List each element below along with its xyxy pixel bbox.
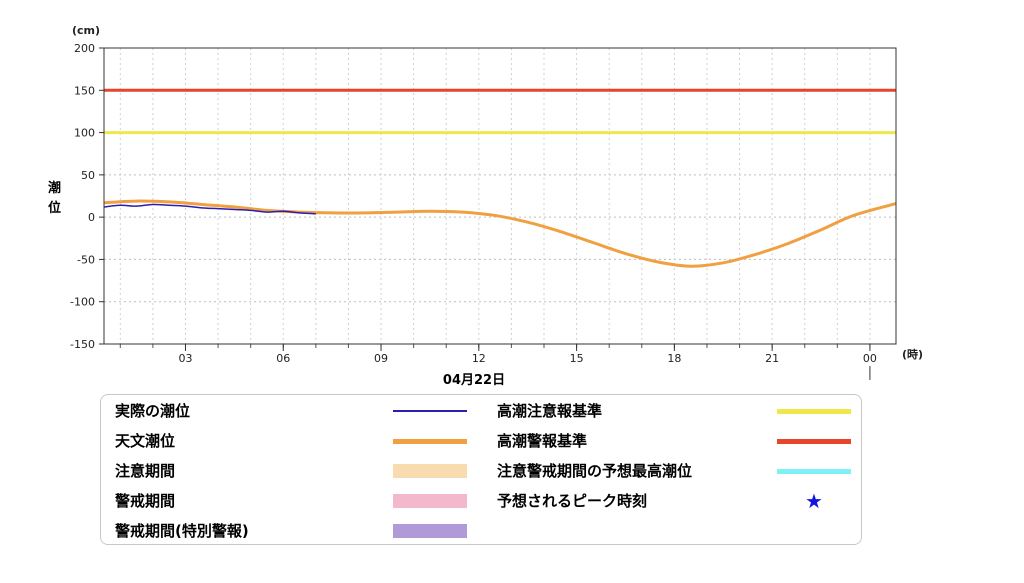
legend-label: 注意警戒期間の予想最高潮位 [497, 462, 693, 480]
y-unit-label: (cm) [72, 24, 100, 37]
threshold-lines [104, 88, 896, 135]
tide-chart: 200 150 100 50 0 -50 -100 -150 03 06 09 12 15 18 21 00… [48, 24, 923, 388]
x-tick-label: 06 [276, 352, 290, 365]
y-tick-label: 100 [74, 127, 95, 140]
y-tick-label: 50 [81, 169, 95, 182]
y-axis-label-line1: 潮 [48, 180, 61, 196]
y-tick-label: 0 [88, 211, 95, 224]
y-tick-label: 200 [74, 42, 95, 55]
legend-line-swatch [777, 468, 851, 474]
star-icon: ★ [805, 489, 823, 513]
x-tick-label: 21 [765, 352, 779, 365]
x-tick-label: 09 [374, 352, 388, 365]
y-tick-label: -100 [70, 296, 95, 309]
x-tick-label: 03 [178, 352, 192, 365]
x-tick-label: 15 [570, 352, 584, 365]
x-unit-label: (時) [902, 347, 923, 361]
x-tick-label: 18 [667, 352, 681, 365]
legend-line-swatch [777, 408, 851, 414]
series-line-0 [103, 199, 897, 268]
legend-label: 天文潮位 [115, 432, 176, 450]
legend-label: 実際の潮位 [115, 402, 191, 420]
legend-line-swatch [393, 410, 467, 412]
legend-label: 警戒期間(特別警報) [115, 522, 249, 540]
legend-band-swatch [393, 524, 467, 538]
y-axis-ticks: 200 150 100 50 0 -50 -100 -150 [70, 42, 104, 351]
date-label: 04月22日 [443, 373, 505, 388]
legend-label: 注意期間 [115, 462, 176, 480]
x-axis-ticks: 03 06 09 12 15 18 21 00 [178, 344, 877, 380]
plot-frame [103, 47, 897, 345]
x-tick-label: 00 [863, 352, 877, 365]
legend-label: 予想されるピーク時刻 [497, 492, 648, 510]
legend-label: 高潮注意報基準 [497, 402, 603, 420]
x-tick-label: 12 [472, 352, 486, 365]
legend-label: 高潮警報基準 [497, 432, 588, 450]
grid-lines [104, 47, 896, 348]
series-lines [103, 199, 897, 268]
y-axis-label-line2: 位 [48, 200, 61, 216]
y-tick-label: 150 [74, 84, 95, 97]
legend-line-swatch [393, 438, 467, 444]
y-tick-label: -50 [77, 253, 95, 266]
legend-line-swatch [777, 438, 851, 444]
series-line-1 [103, 203, 316, 215]
legend-band-swatch [393, 464, 467, 478]
legend: 実際の潮位天文潮位注意期間警戒期間警戒期間(特別警報) 高潮注意報基準 高潮警報基準… [100, 394, 862, 545]
legend-band-swatch [393, 494, 467, 508]
y-tick-label: -150 [70, 338, 95, 351]
legend-label: 警戒期間 [115, 492, 176, 510]
